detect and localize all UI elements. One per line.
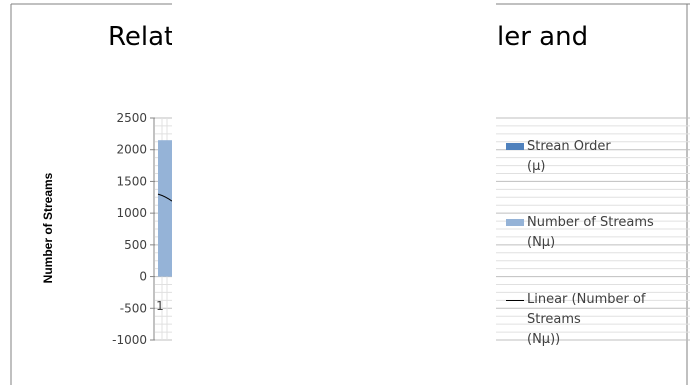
x-category-label: 1 (156, 299, 164, 313)
trendline-segment (157, 193, 173, 202)
legend-swatch-light-blue (506, 219, 524, 226)
y-tick-label: 2500 (116, 111, 147, 125)
legend-label: (Nμ) (527, 235, 556, 250)
y-tick-label: -1000 (112, 333, 147, 347)
chart-title-left: Relat (108, 22, 175, 52)
y-tick-label: 2000 (116, 143, 147, 157)
y-tick-label: 500 (124, 238, 147, 252)
legend-swatch-dark-blue (506, 143, 524, 150)
value-axis (150, 117, 155, 341)
legend-line-sample (506, 300, 524, 301)
y-tick-label: 0 (139, 270, 147, 284)
chart-title-right: ler and (497, 22, 589, 52)
legend-label: Linear (Number of (527, 292, 646, 307)
y-axis-label: Number of Streams (41, 172, 55, 283)
obscured-region (172, 0, 496, 385)
y-tick-label: -500 (120, 301, 147, 315)
y-tick-label: 1000 (116, 206, 147, 220)
legend-label: Strean Order (527, 139, 611, 154)
legend-label: Number of Streams (527, 215, 654, 230)
legend-label: Streams (527, 312, 581, 327)
legend-label: (μ) (527, 159, 546, 174)
legend-label: (Nμ)) (527, 332, 561, 347)
trendline (157, 193, 173, 202)
y-tick-label: 1500 (116, 174, 147, 188)
tick-labels: 2500 2000 1500 1000 500 0 -500 -1000 1 (112, 111, 164, 347)
